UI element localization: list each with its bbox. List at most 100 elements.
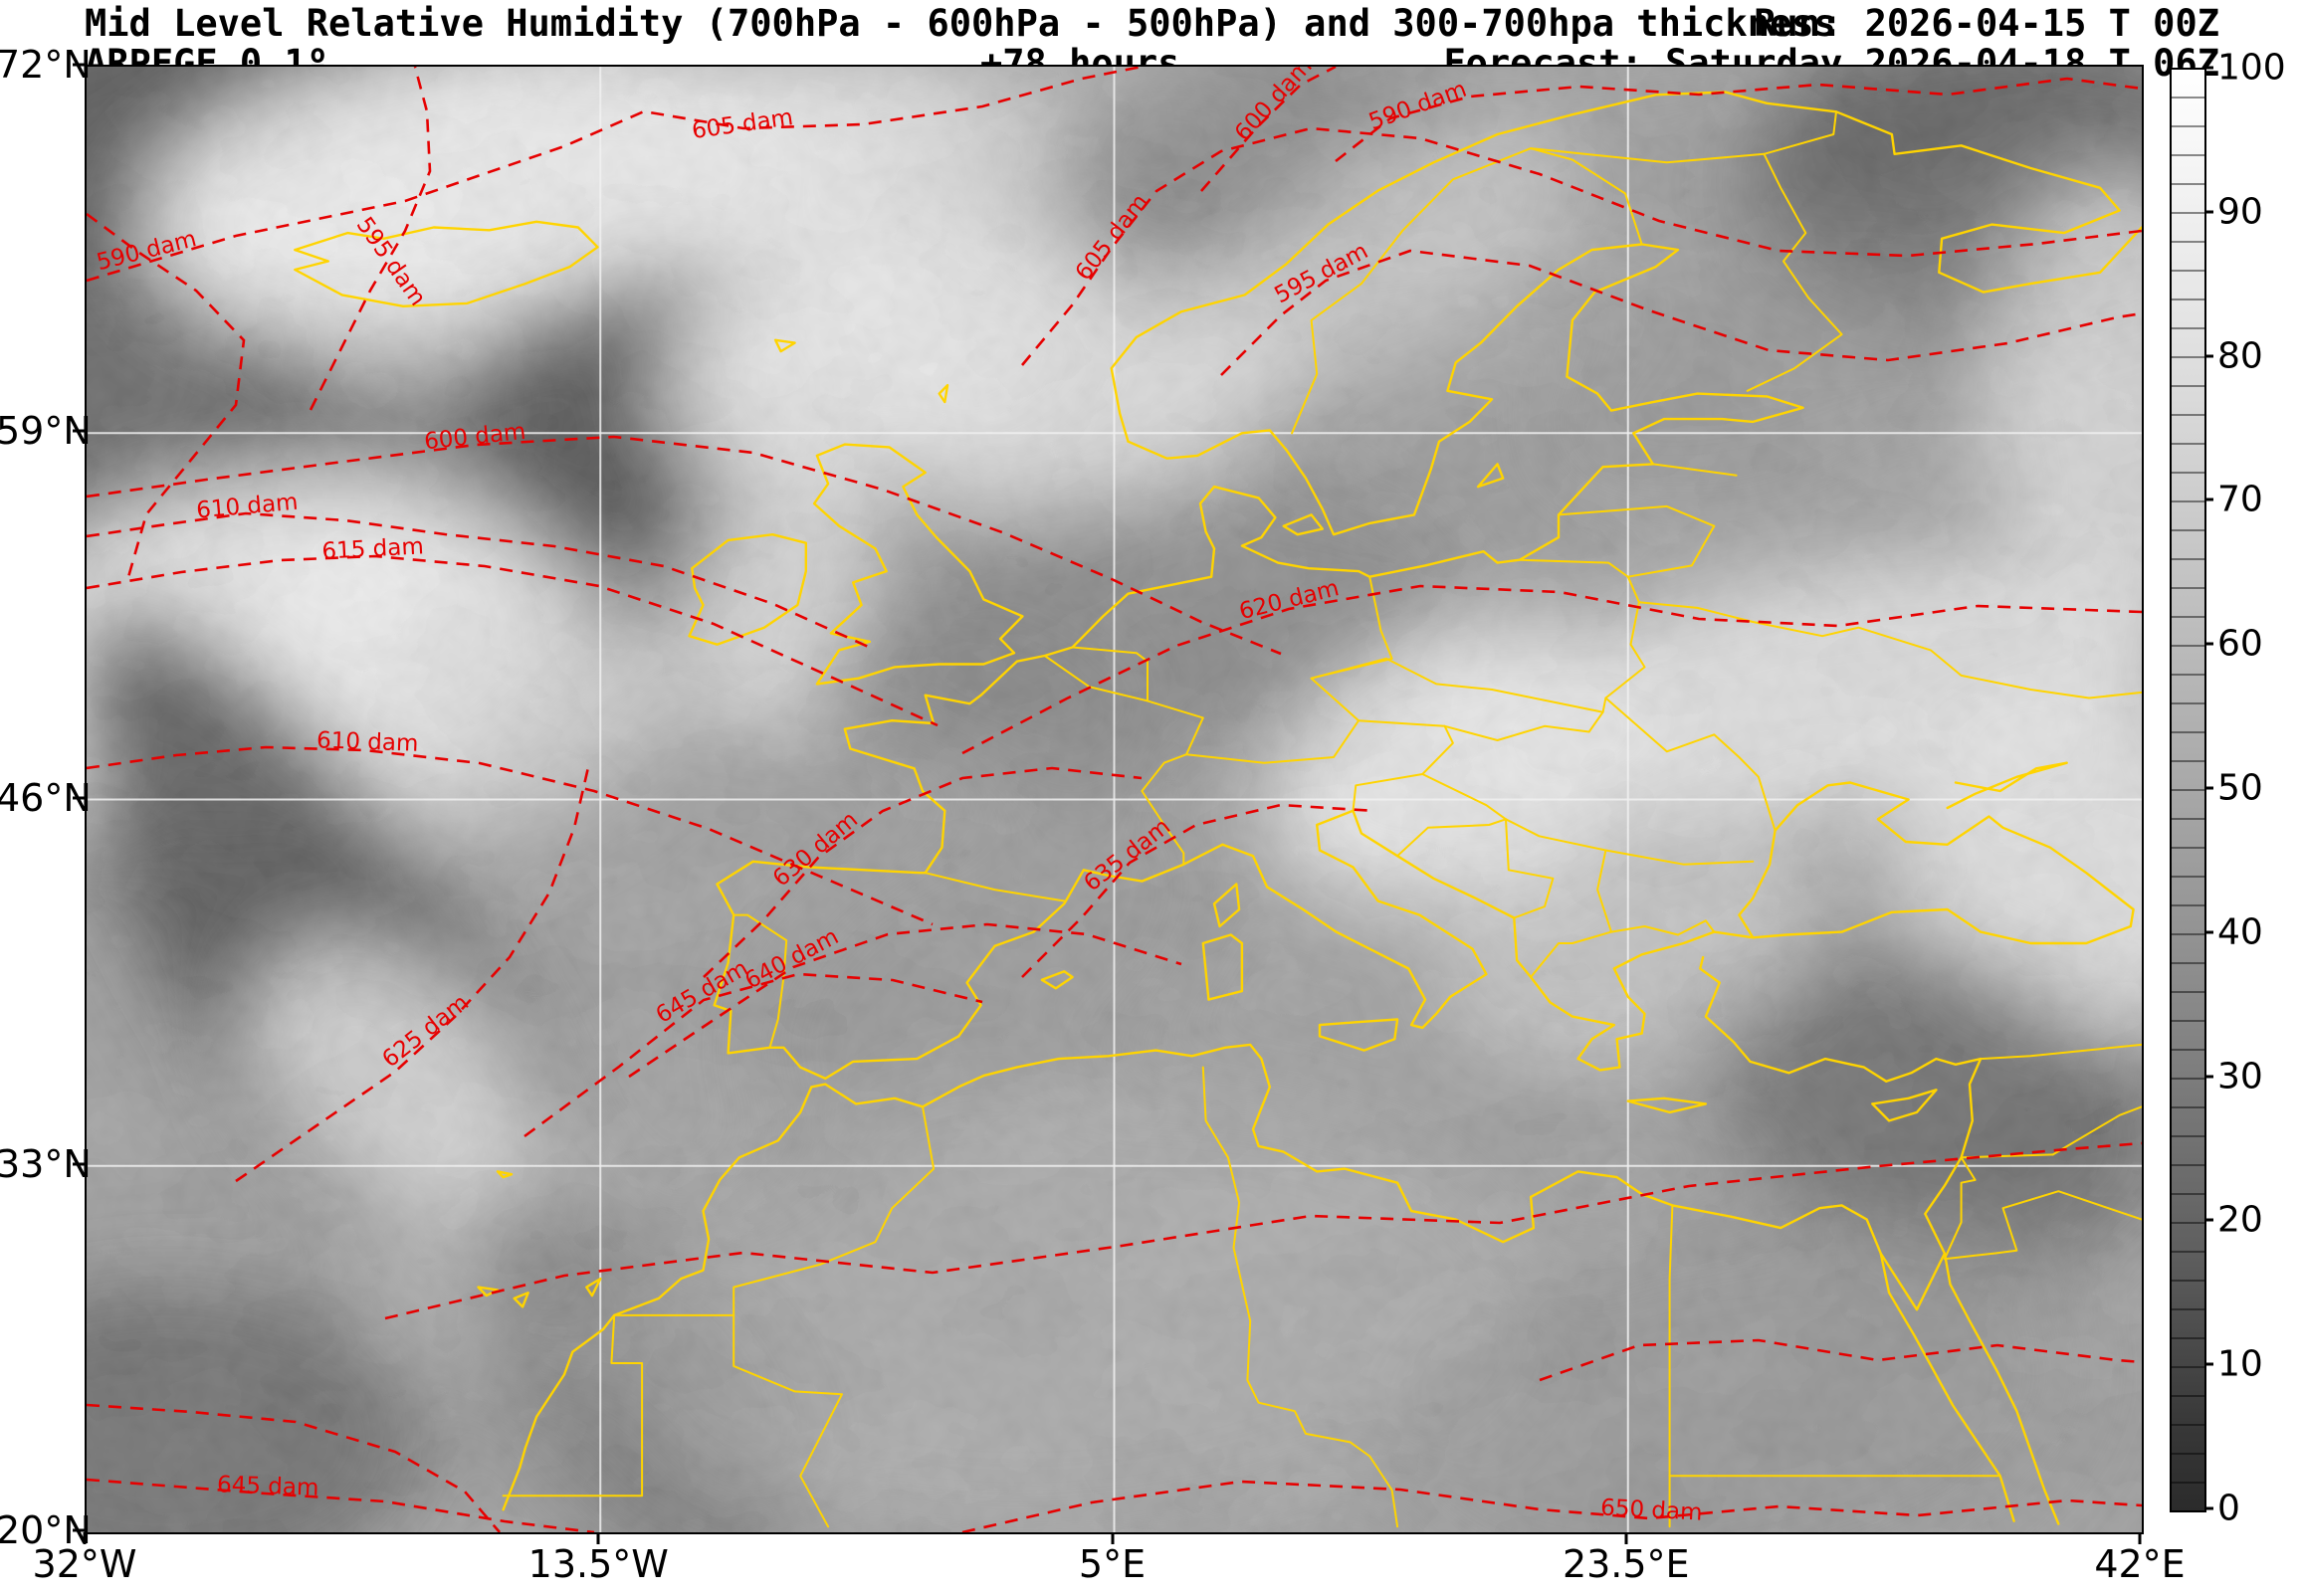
colorbar-tick-mark: [2204, 498, 2213, 501]
y-tick-mark: [73, 1528, 85, 1532]
coastline-red-sea-west: [1879, 1252, 2015, 1522]
colorbar-tick-label: 100: [2217, 47, 2286, 89]
border-bulgaria-serbia: [1596, 849, 1612, 933]
border-bulgaria-greece-turkey: [1610, 919, 1716, 936]
coastline-white-sea: [1834, 110, 2142, 294]
colorbar-tick-label: 50: [2217, 767, 2263, 809]
border-sweden-finland: [1530, 147, 1643, 246]
y-tick-label: 46°N: [0, 775, 92, 820]
coastline-baltic: [1198, 243, 1804, 578]
x-tick-mark: [2138, 1532, 2142, 1544]
colorbar-tick-label: 30: [2217, 1056, 2263, 1097]
border-benelux: [1071, 646, 1149, 702]
thickness-contour: [87, 1478, 595, 1532]
border-poland-east: [1518, 558, 1646, 713]
border-latvia-lithuania: [1558, 504, 1716, 527]
border-morocco-algeria: [613, 1105, 936, 1316]
coastline-northsea-france-iberia-med: [713, 547, 1224, 1081]
thickness-contour: [961, 584, 2142, 755]
border-austria-hungary: [1352, 719, 1454, 812]
colorbar-tick-mark: [2204, 1506, 2213, 1510]
border-finland-russia: [1746, 110, 1843, 392]
border-syria-iraq: [2051, 1105, 2142, 1156]
colorbar-tick-label: 70: [2217, 479, 2263, 520]
colorbar-tick-label: 60: [2217, 623, 2263, 665]
coastline-faroes: [773, 338, 796, 353]
coastline-sicily: [1318, 1018, 1399, 1052]
colorbar-tick-mark: [2204, 66, 2213, 70]
thickness-contour: [1335, 77, 2142, 163]
colorbar-tick-mark: [2204, 642, 2213, 646]
thickness-contour: [87, 745, 934, 926]
coastline-ireland: [688, 533, 807, 646]
coastline-shetland: [938, 383, 949, 404]
colorbar-tick-mark: [2204, 210, 2213, 214]
border-turkey-syria: [1980, 1043, 2142, 1061]
thickness-contour: [235, 762, 591, 1183]
border-spain-portugal: [732, 913, 788, 1049]
x-tick-label: 32°W: [32, 1542, 137, 1586]
border-romania-ukraine: [1604, 697, 1777, 832]
thickness-contour: [87, 435, 1282, 656]
x-tick-label: 42°E: [2094, 1542, 2186, 1586]
thickness-contour-label: 645 dam: [217, 1472, 319, 1501]
thickness-contour: [1200, 67, 1337, 192]
y-tick-label: 59°N: [0, 409, 92, 454]
x-tick-mark: [1624, 1532, 1628, 1544]
coastline-red-sea-east: [1943, 1252, 2060, 1525]
border-algeria-tunisia: [1201, 1066, 1241, 1249]
colorbar-tick-label: 0: [2217, 1488, 2240, 1529]
thickness-contour: [87, 1403, 501, 1532]
x-tick-label: 13.5°W: [527, 1542, 669, 1586]
coastline-turkey-black-sea: [1713, 781, 2135, 945]
border-belarus-ukraine-russia: [1637, 601, 2142, 699]
thickness-contour-label: 610 dam: [316, 727, 419, 757]
x-tick-label: 23.5°E: [1562, 1542, 1690, 1586]
thickness-contour: [309, 67, 432, 411]
coastline-sea-of-azov: [1946, 761, 2068, 810]
thickness-contour-label: 650 dam: [1600, 1495, 1704, 1525]
coastline-canary-2: [513, 1291, 529, 1308]
coastline-zealand: [1282, 513, 1325, 536]
thickness-contour: [1021, 803, 1376, 978]
colorbar-tick-mark: [2204, 1362, 2213, 1366]
colorbar-tick-label: 10: [2217, 1343, 2263, 1385]
colorbar-tick-label: 20: [2217, 1199, 2263, 1241]
border-greece-albania: [1530, 930, 1612, 978]
thickness-contour: [87, 67, 1143, 283]
coastline-cyprus: [1871, 1089, 1938, 1122]
border-hungary-serbia-romania: [1421, 773, 1755, 866]
thickness-contour: [1220, 249, 2142, 376]
coastline-gotland: [1476, 463, 1505, 489]
y-tick-mark: [73, 1162, 85, 1166]
border-croatia-bosnia: [1396, 818, 1507, 858]
thickness-contour: [87, 511, 874, 651]
coastline-great-britain: [812, 443, 1024, 686]
coastline-italy-balkans-greece: [1221, 809, 1716, 1072]
colorbar-tick-label: 90: [2217, 191, 2263, 233]
border-norway-sweden-finland: [1291, 147, 1766, 435]
border-slovakia-hungary: [1443, 710, 1604, 741]
colorbar-tick-mark: [2204, 930, 2213, 934]
chart-title: Mid Level Relative Humidity (700hPa - 60…: [85, 2, 1836, 45]
border-germany-east: [1185, 575, 1393, 764]
border-estonia-latvia: [1651, 463, 1738, 477]
border-algeria-libya-niger: [1232, 1246, 1399, 1528]
thickness-contour: [961, 1480, 2142, 1532]
coastline-mallorca: [1040, 970, 1074, 990]
border-western-sahara: [502, 1313, 644, 1497]
colorbar-tick-label: 80: [2217, 335, 2263, 377]
border-levant: [1943, 1156, 1977, 1261]
thickness-contour: [87, 554, 939, 727]
x-tick-mark: [596, 1532, 600, 1544]
coastline-africa-levant: [502, 955, 1983, 1511]
colorbar-gradient: [2170, 68, 2206, 1512]
run-timestamp-label: Run: 2026-04-15 T 00Z: [1754, 2, 2219, 45]
border-algeria-mali: [732, 1313, 843, 1528]
thickness-contour: [523, 972, 983, 1138]
border-sinai-jordan-saudi: [1943, 1190, 2142, 1261]
border-czech-slovakia: [1310, 657, 1604, 713]
y-tick-mark: [73, 63, 85, 67]
colorbar-tick-mark: [2204, 1218, 2213, 1222]
